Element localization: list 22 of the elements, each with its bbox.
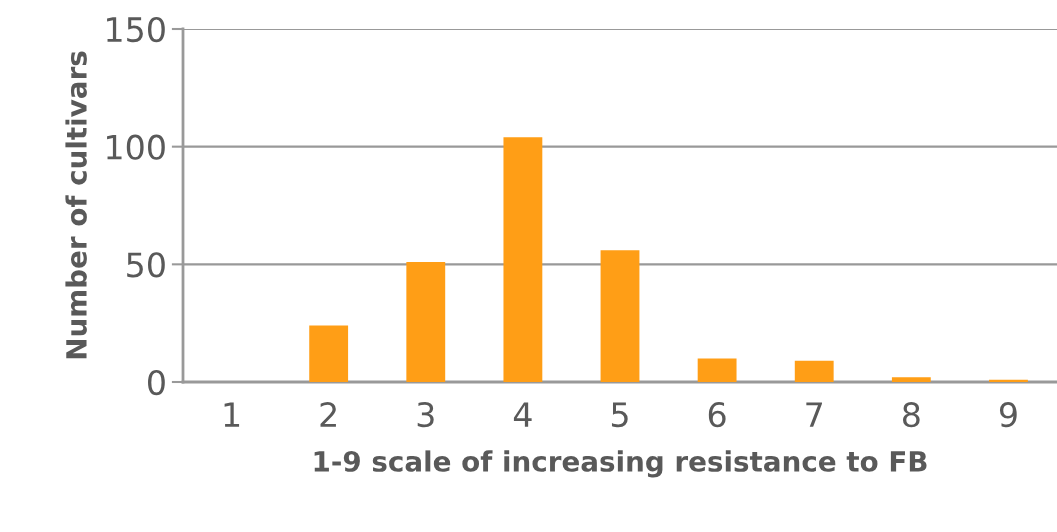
x-tick-label: 7 bbox=[806, 402, 822, 427]
bar bbox=[503, 137, 543, 382]
x-tick-label: 6 bbox=[708, 402, 726, 428]
x-tick-label: 5 bbox=[611, 402, 628, 428]
bar bbox=[309, 325, 349, 382]
y-tick-label: 0 bbox=[148, 369, 165, 396]
x-axis-title: 1-9 scale of increasing resistance to FB bbox=[314, 450, 927, 478]
x-tick-label: 1 bbox=[224, 402, 240, 427]
x-tick-label: 2 bbox=[320, 402, 336, 427]
x-tick-label: 4 bbox=[513, 402, 532, 427]
y-axis-title: Number of cultivars bbox=[65, 51, 87, 359]
bar bbox=[600, 250, 640, 382]
bar bbox=[406, 261, 446, 382]
bar bbox=[794, 360, 834, 382]
bar bbox=[697, 358, 737, 382]
x-tick-label: 8 bbox=[902, 402, 920, 428]
x-tick-label: 9 bbox=[999, 402, 1017, 428]
x-tick-label: 3 bbox=[417, 402, 434, 428]
bar bbox=[891, 377, 931, 382]
y-tick-label: 150 bbox=[107, 16, 165, 43]
y-tick-label: 100 bbox=[107, 134, 165, 160]
y-tick-label: 50 bbox=[127, 252, 165, 278]
